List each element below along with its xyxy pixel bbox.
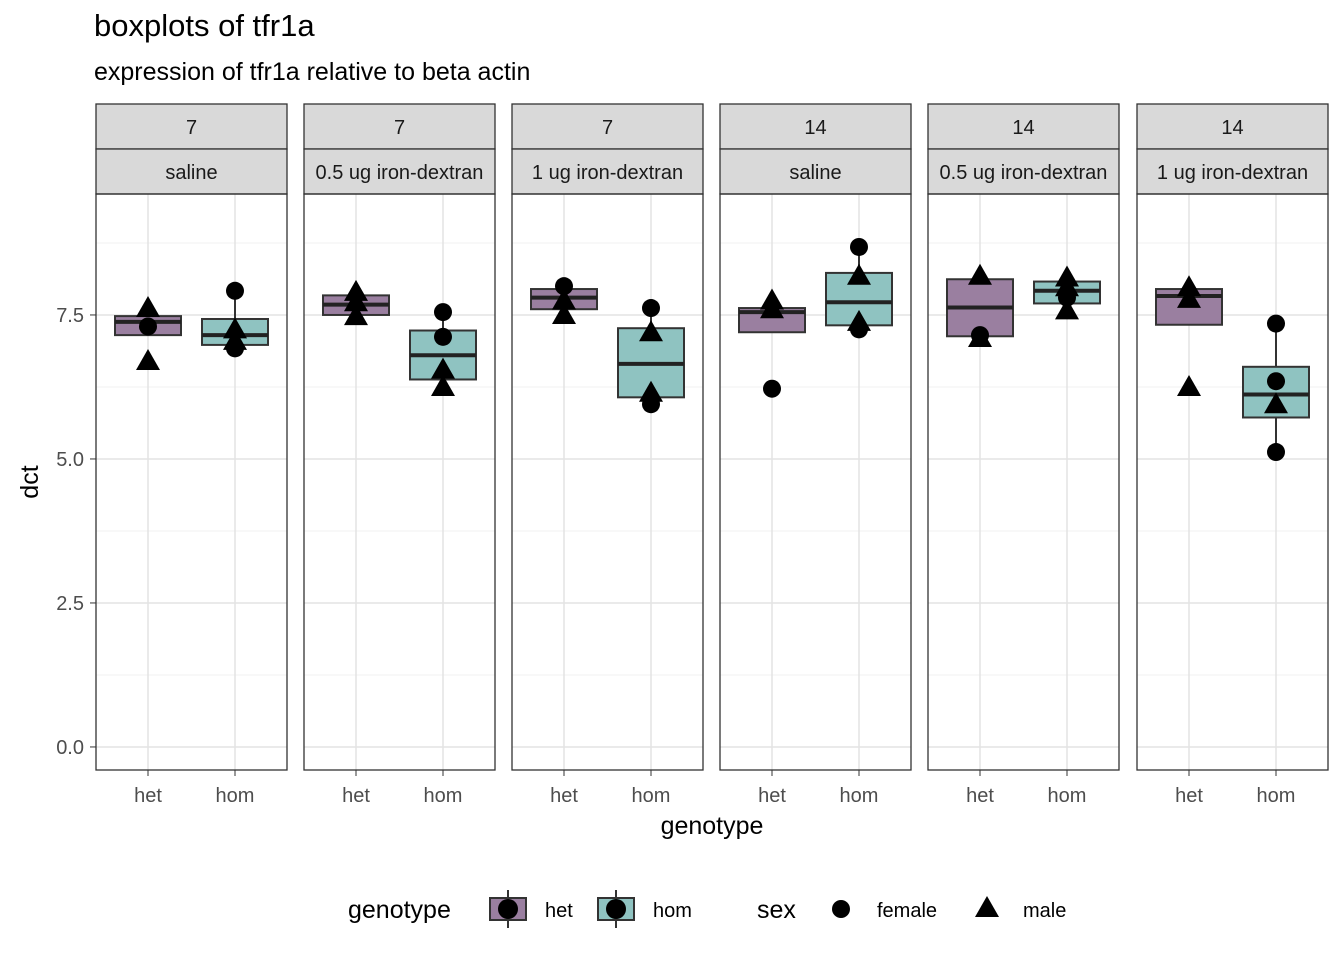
facet-strip-treatment	[927, 148, 1120, 195]
point-male	[223, 317, 247, 339]
legend-label-female: female	[877, 900, 937, 922]
point-female	[763, 379, 781, 398]
strip-label-day: 14	[804, 117, 826, 139]
point-male	[639, 380, 663, 402]
legend-key-point	[498, 899, 518, 919]
y-tick-label: 0.0	[56, 737, 84, 759]
x-tick-label: hom	[1257, 785, 1296, 807]
x-tick-label: het	[550, 785, 578, 807]
facet-strip-day	[95, 103, 288, 150]
point-male	[136, 349, 160, 371]
point-male	[847, 309, 871, 331]
point-male	[431, 357, 455, 379]
point-female	[226, 281, 244, 300]
strip-label-day: 7	[602, 117, 613, 139]
legend-genotype-title: genotype	[348, 896, 451, 924]
x-tick-label: het	[758, 785, 786, 807]
x-tick-label: het	[1175, 785, 1203, 807]
point-male	[968, 326, 992, 347]
point-male	[552, 288, 576, 310]
panel-border	[719, 193, 912, 771]
x-tick-label: hom	[424, 785, 463, 807]
strip-label-treatment: 0.5 ug iron-dextran	[316, 162, 484, 184]
point-male	[847, 263, 871, 285]
panel-border	[511, 193, 704, 771]
legend-label-het: het	[545, 900, 573, 922]
panel-border	[303, 193, 496, 771]
strip-label-treatment: saline	[789, 162, 841, 184]
point-male	[1177, 286, 1201, 308]
facet-panel	[511, 103, 704, 776]
x-tick-label: hom	[216, 785, 255, 807]
y-tick-label: 2.5	[56, 593, 84, 615]
point-female	[850, 237, 868, 256]
panel-border	[1136, 193, 1329, 771]
point-female	[139, 317, 157, 336]
legend-key-male	[975, 896, 999, 917]
facet-panel	[719, 103, 912, 776]
point-male	[1177, 374, 1201, 396]
x-tick-label: het	[134, 785, 162, 807]
facet-strip-day	[511, 103, 704, 150]
facet-panel	[303, 103, 496, 776]
x-tick-label: hom	[840, 785, 879, 807]
panel-border	[927, 193, 1120, 771]
y-axis-title: dct	[16, 465, 44, 498]
point-female	[1267, 443, 1285, 462]
point-male	[1264, 392, 1288, 414]
facet-strip-day	[927, 103, 1120, 150]
y-tick-label: 5.0	[56, 449, 84, 471]
point-male	[344, 304, 368, 326]
strip-label-day: 14	[1012, 117, 1034, 139]
point-male	[1055, 275, 1079, 297]
point-male	[344, 290, 368, 312]
facet-strip-day	[1136, 103, 1329, 150]
point-male	[760, 297, 784, 319]
point-female	[642, 299, 660, 318]
facet-strip-day	[719, 103, 912, 150]
legend-sex-title: sex	[757, 896, 796, 924]
legend-label-hom: hom	[653, 900, 692, 922]
point-male	[639, 320, 663, 342]
chart-title: boxplots of tfr1a	[94, 8, 315, 43]
point-male	[136, 296, 160, 318]
legend-key-female	[832, 900, 850, 918]
strip-label-day: 7	[394, 117, 405, 139]
strip-label-day: 7	[186, 117, 197, 139]
point-female	[434, 303, 452, 322]
facet-strip-treatment	[95, 148, 288, 195]
strip-label-treatment: 1 ug iron-dextran	[532, 162, 683, 184]
strip-label-treatment: 0.5 ug iron-dextran	[940, 162, 1108, 184]
x-tick-label: het	[342, 785, 370, 807]
chart-subtitle: expression of tfr1a relative to beta act…	[94, 58, 531, 86]
panel-border	[95, 193, 288, 771]
legend-label-male: male	[1023, 900, 1066, 922]
point-male	[1055, 298, 1079, 320]
strip-label-day: 14	[1221, 117, 1243, 139]
point-male	[1177, 275, 1201, 297]
x-tick-label: het	[966, 785, 994, 807]
point-female	[555, 277, 573, 296]
point-female	[1267, 372, 1285, 391]
strip-label-treatment: saline	[165, 162, 217, 184]
point-male	[552, 302, 576, 324]
legend-key-point	[606, 899, 626, 919]
facet-panel	[95, 103, 288, 776]
y-tick-label: 7.5	[56, 305, 84, 327]
point-male	[431, 374, 455, 396]
point-male	[968, 263, 992, 285]
x-tick-label: hom	[632, 785, 671, 807]
facet-panel	[1136, 103, 1329, 776]
x-tick-label: hom	[1048, 785, 1087, 807]
x-axis-title: genotype	[661, 812, 764, 840]
point-female	[434, 327, 452, 346]
point-female	[1267, 314, 1285, 333]
strip-label-treatment: 1 ug iron-dextran	[1157, 162, 1308, 184]
point-male	[223, 328, 247, 350]
facet-strip-day	[303, 103, 496, 150]
facet-panel	[927, 103, 1120, 776]
facet-strip-treatment	[1136, 148, 1329, 195]
